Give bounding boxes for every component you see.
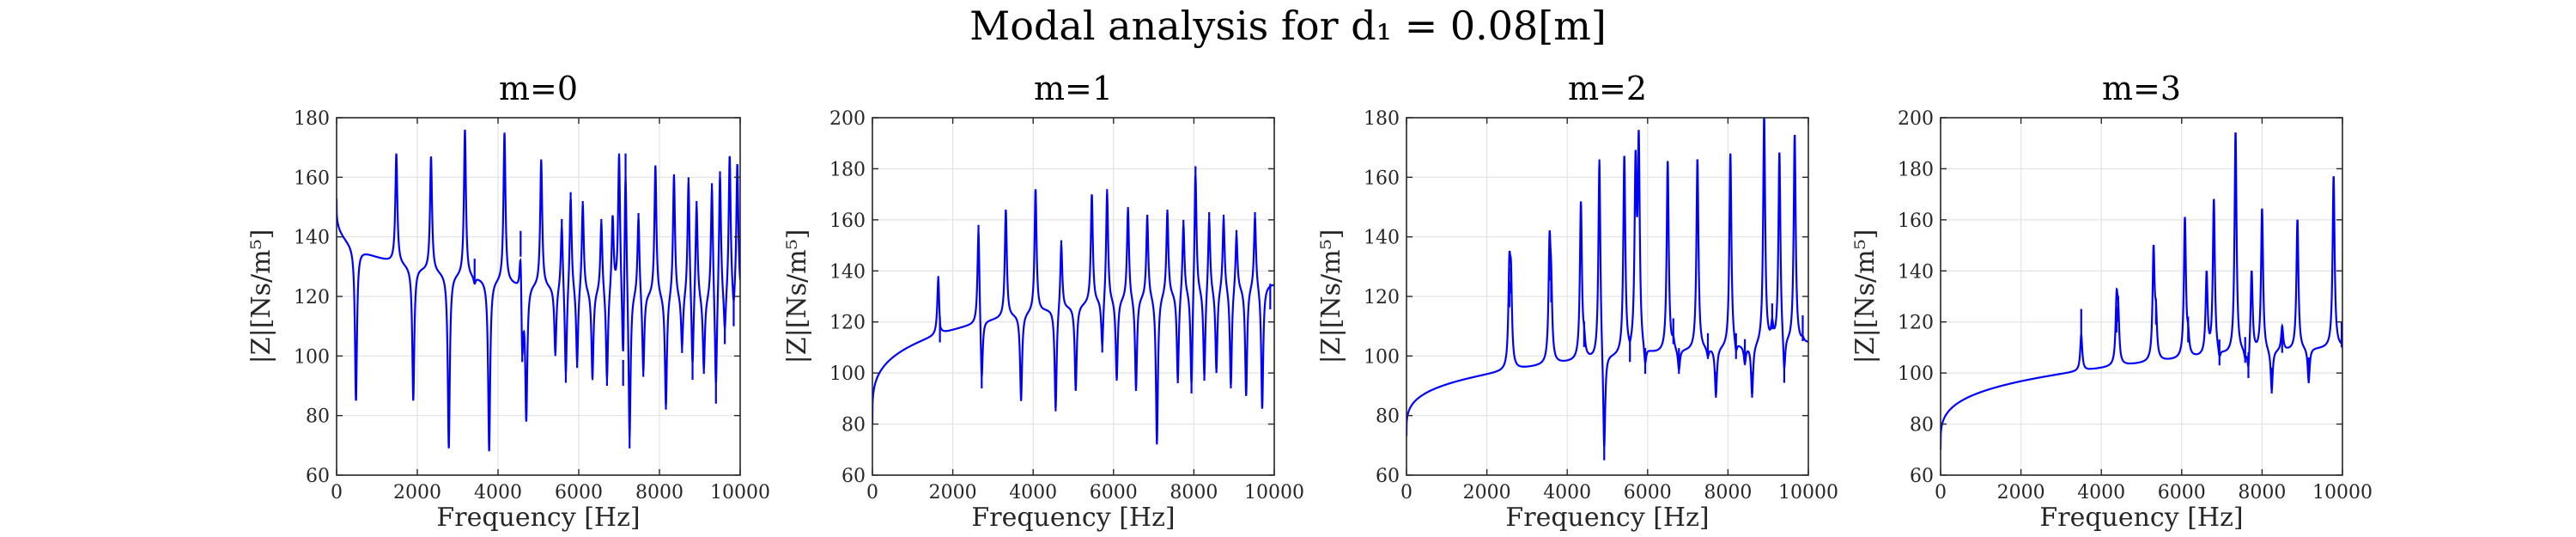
y-tick-label-3-0: 60 xyxy=(1910,466,1934,487)
y-axis-label-0: |Z|[Ns/m⁵] xyxy=(246,229,276,364)
x-tick-label-1-4: 8000 xyxy=(1170,482,1218,503)
y-tick-label-0-0: 60 xyxy=(306,466,330,487)
y-tick-label-1-2: 100 xyxy=(829,363,866,385)
series-line-2 xyxy=(1406,118,1808,447)
y-tick-label-1-0: 60 xyxy=(841,466,866,487)
panel-title-2: m=2 xyxy=(1568,70,1647,107)
y-tick-label-3-5: 160 xyxy=(1898,211,1934,232)
y-tick-label-2-0: 60 xyxy=(1376,466,1400,487)
x-tick-label-0-2: 4000 xyxy=(474,482,522,503)
y-tick-label-1-6: 180 xyxy=(829,159,866,180)
x-tick-label-2-1: 2000 xyxy=(1463,482,1511,503)
y-tick-label-2-2: 100 xyxy=(1364,346,1400,368)
y-tick-label-0-5: 160 xyxy=(294,168,330,189)
y-tick-label-2-1: 80 xyxy=(1376,406,1400,428)
y-tick-label-1-4: 140 xyxy=(829,261,866,283)
y-axis-label-3: |Z|[Ns/m⁵] xyxy=(1850,229,1880,364)
x-axis-label-2: Frequency [Hz] xyxy=(1505,503,1709,533)
x-tick-label-3-3: 6000 xyxy=(2158,482,2206,503)
y-tick-label-1-3: 120 xyxy=(829,313,866,334)
y-tick-label-2-4: 140 xyxy=(1364,228,1400,249)
x-tick-label-1-0: 0 xyxy=(866,482,878,503)
x-tick-label-3-5: 10000 xyxy=(2312,482,2372,503)
x-tick-label-1-1: 2000 xyxy=(929,482,977,503)
y-tick-label-1-1: 80 xyxy=(841,415,866,436)
series-line-1 xyxy=(872,175,1274,442)
x-tick-label-3-1: 2000 xyxy=(1997,482,2045,503)
y-tick-label-0-6: 180 xyxy=(294,108,330,130)
x-tick-label-0-1: 2000 xyxy=(393,482,441,503)
panel-2: 0 2000 4000 6000 8000 10000 60 80 100 120 140 160 18… xyxy=(1316,70,1838,533)
x-tick-label-0-5: 10000 xyxy=(710,482,770,503)
x-tick-label-2-3: 6000 xyxy=(1624,482,1672,503)
x-axis-label-1: Frequency [Hz] xyxy=(971,503,1175,533)
y-tick-label-1-5: 160 xyxy=(829,211,866,232)
x-tick-label-3-2: 4000 xyxy=(2077,482,2125,503)
y-tick-label-1-7: 200 xyxy=(829,108,866,130)
panel-title-3: m=3 xyxy=(2102,70,2181,107)
y-tick-label-3-2: 100 xyxy=(1898,363,1934,385)
y-axis-label-1: |Z|[Ns/m⁵] xyxy=(782,229,812,364)
figure-suptitle: Modal analysis for d₁ = 0.08[m] xyxy=(969,3,1607,49)
y-axis-label-2: |Z|[Ns/m⁵] xyxy=(1316,229,1346,364)
y-tick-label-0-2: 100 xyxy=(294,346,330,368)
axes-box-1 xyxy=(872,117,1275,476)
x-tick-label-2-0: 0 xyxy=(1400,482,1413,503)
x-tick-label-1-3: 6000 xyxy=(1090,482,1138,503)
y-tick-label-0-3: 120 xyxy=(294,287,330,308)
x-tick-label-2-5: 10000 xyxy=(1778,482,1838,503)
panel-title-0: m=0 xyxy=(499,70,578,107)
panels: 0 2000 4000 6000 8000 10000608010012014016018… xyxy=(246,70,2372,533)
y-tick-label-0-1: 80 xyxy=(306,406,330,428)
x-tick-label-0-4: 8000 xyxy=(635,482,683,503)
x-tick-label-3-4: 8000 xyxy=(2238,482,2286,503)
x-tick-label-0-3: 6000 xyxy=(555,482,603,503)
series-line-3 xyxy=(1941,132,2342,450)
y-tick-label-3-3: 120 xyxy=(1898,313,1934,334)
y-tick-label-2-3: 120 xyxy=(1364,287,1400,308)
y-tick-label-3-4: 140 xyxy=(1898,261,1934,283)
panel-title-1: m=1 xyxy=(1034,70,1113,107)
x-tick-label-1-5: 10000 xyxy=(1244,482,1304,503)
y-tick-label-3-7: 200 xyxy=(1898,108,1934,130)
y-tick-label-2-6: 180 xyxy=(1364,108,1400,130)
y-tick-label-0-4: 140 xyxy=(294,228,330,249)
x-tick-label-1-2: 4000 xyxy=(1009,482,1057,503)
x-tick-label-0-0: 0 xyxy=(331,482,343,503)
y-tick-label-3-6: 180 xyxy=(1898,159,1934,180)
x-tick-label-2-2: 4000 xyxy=(1543,482,1591,503)
y-tick-label-2-5: 160 xyxy=(1364,168,1400,189)
y-tick-label-3-1: 80 xyxy=(1910,415,1934,436)
x-tick-label-3-0: 0 xyxy=(1935,482,1947,503)
panel-3: 0 2000 4000 6000 8000 10000 60 80 100 120 140 160 18… xyxy=(1850,70,2372,533)
series-line-0 xyxy=(337,131,740,451)
axes-box-3 xyxy=(1940,117,2343,476)
x-axis-label-3: Frequency [Hz] xyxy=(2039,503,2243,533)
panel-0: 0 2000 4000 6000 8000 10000 60 80 100 120 140 160 18… xyxy=(246,70,770,533)
x-tick-label-2-4: 8000 xyxy=(1704,482,1752,503)
panel-1: 0 2000 4000 6000 8000 10000 60 80 100 120 140 160 18… xyxy=(782,70,1304,533)
x-axis-label-0: Frequency [Hz] xyxy=(436,503,640,533)
